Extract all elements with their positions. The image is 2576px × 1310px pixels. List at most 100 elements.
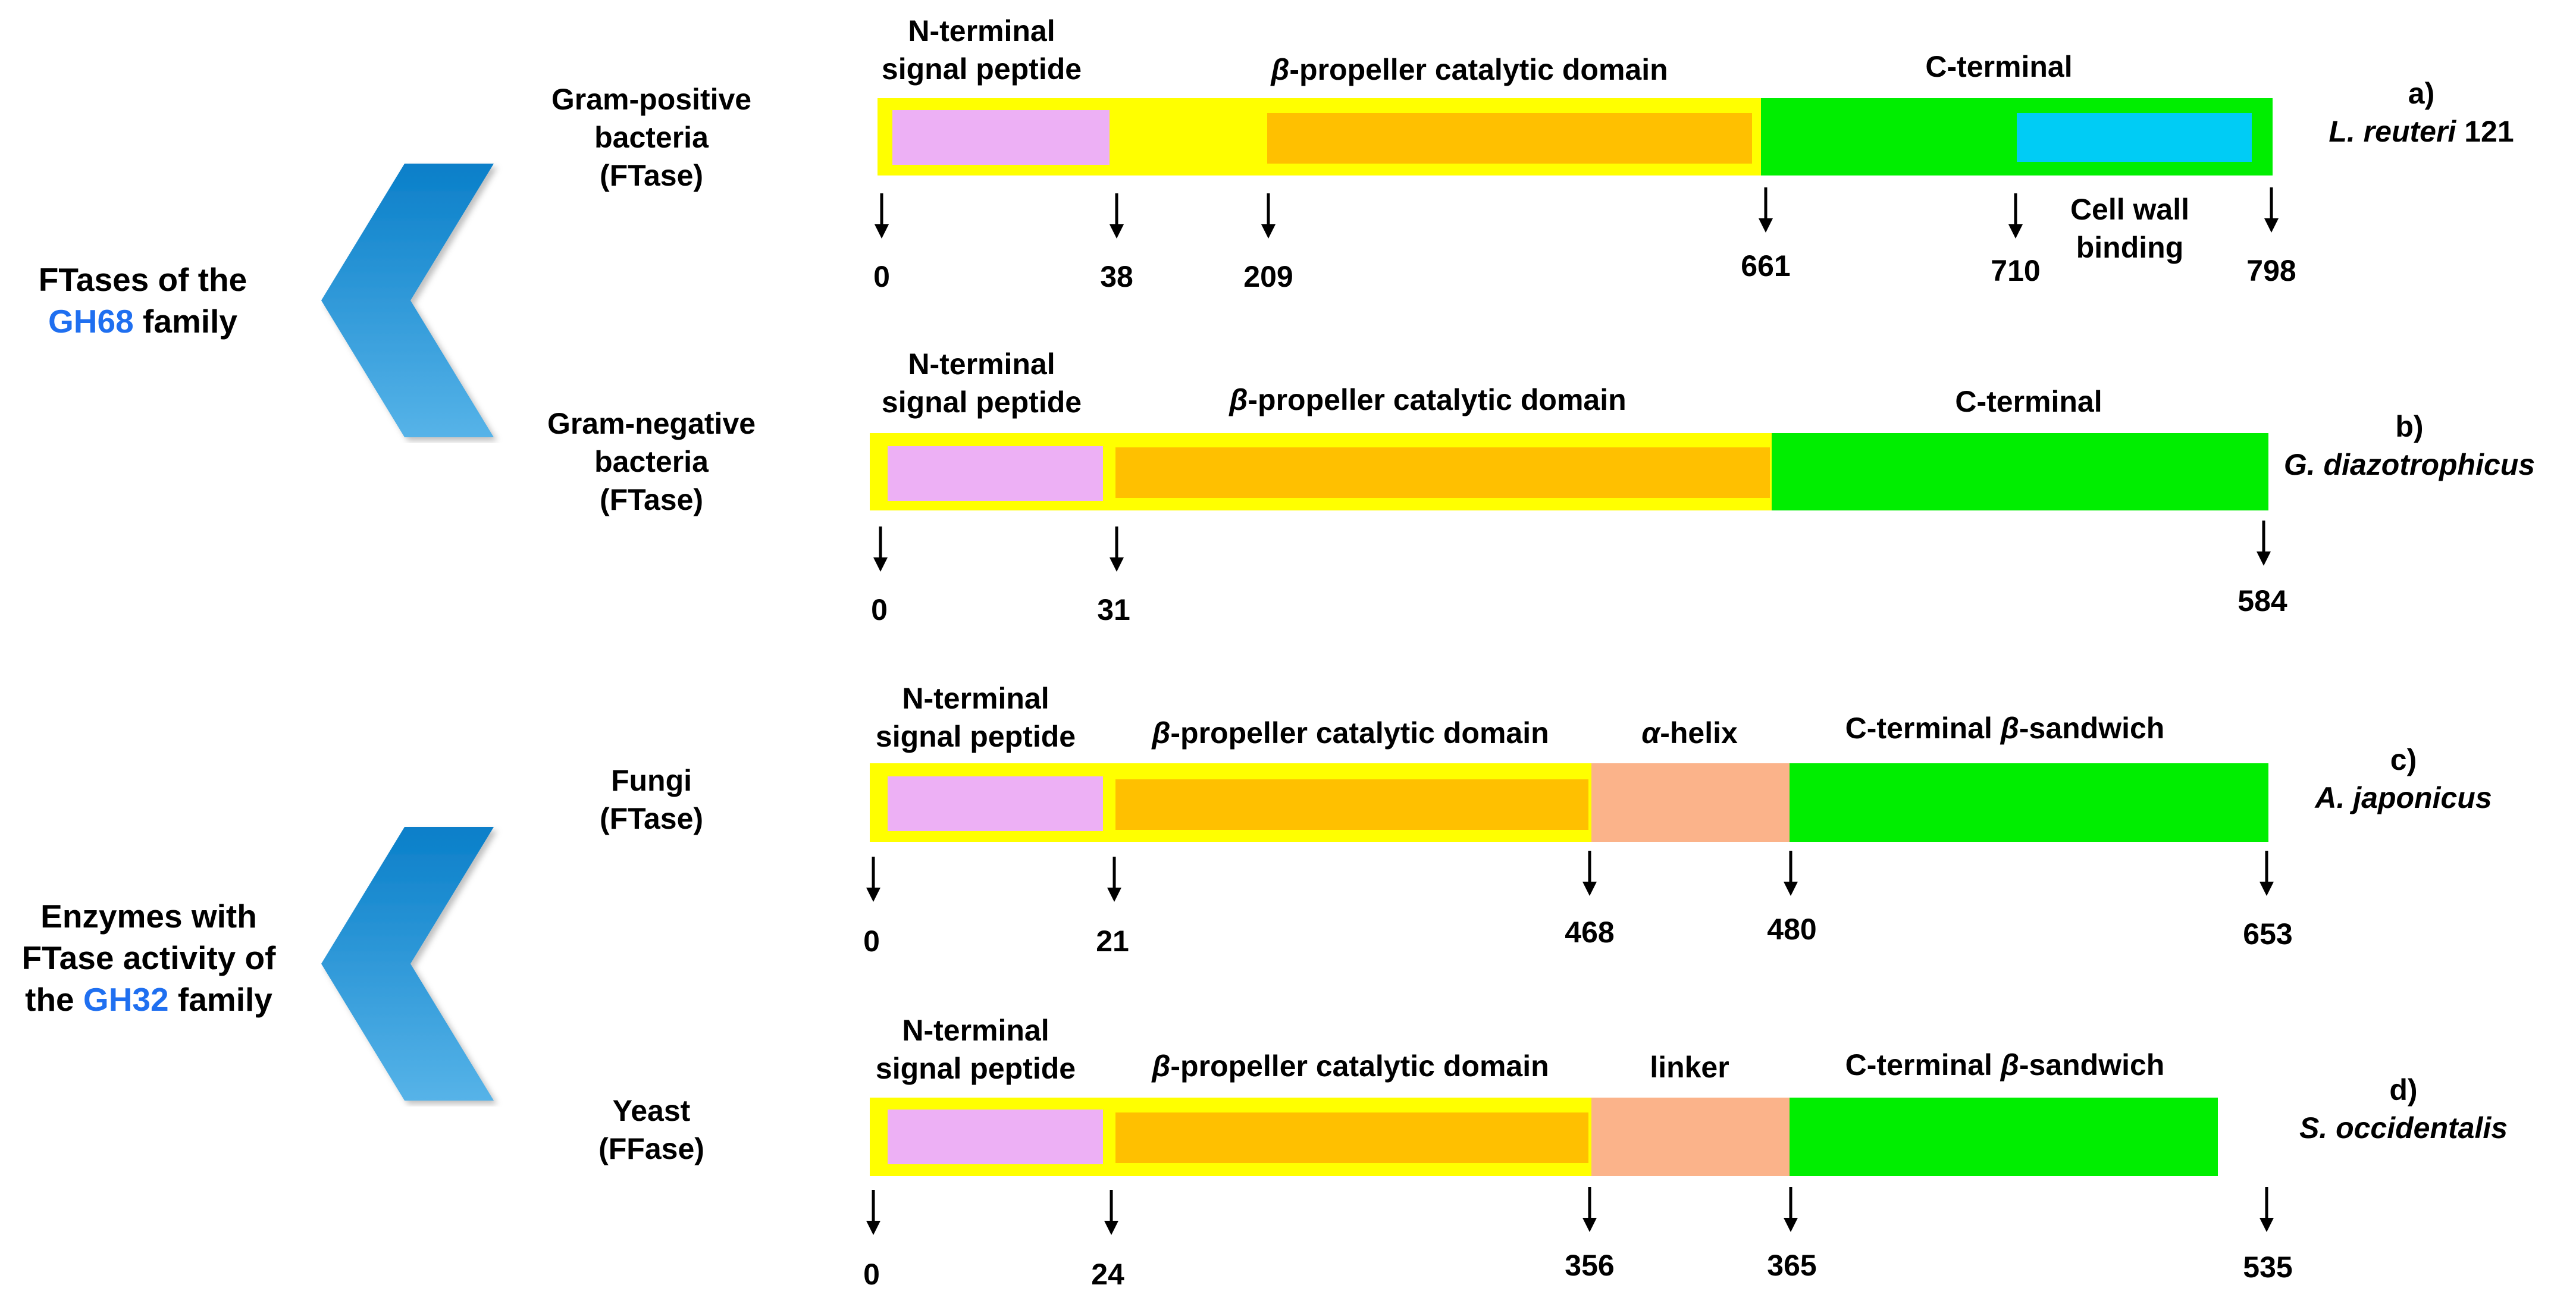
species-italic-a: L. reuteri xyxy=(2329,115,2456,148)
species-label-a: a) L. reuteri 121 xyxy=(2296,74,2546,151)
organism-type-a-line2: bacteria xyxy=(594,121,709,154)
cterm-text-d: C-terminal xyxy=(1845,1048,2001,1082)
family-gh32-the: the xyxy=(25,981,74,1018)
helix-greek-c: α xyxy=(1641,716,1660,750)
species-letter-a: a) xyxy=(2408,77,2435,110)
cterm-greek-c: β xyxy=(2000,712,2019,745)
organism-type-c-line2: (FTase) xyxy=(599,802,704,835)
catalytic-greek-c: β xyxy=(1152,716,1171,750)
arrow-c-21 xyxy=(1107,857,1121,902)
position-c-0: 0 xyxy=(863,924,880,958)
arrow-d-535 xyxy=(2260,1187,2274,1232)
family-gh32-line2: FTase activity of xyxy=(21,939,276,976)
arrow-a-710 xyxy=(2008,193,2023,239)
catalytic-domain-b xyxy=(1115,447,1770,498)
species-letter-c: c) xyxy=(2390,743,2417,776)
cterm-label-b: C-terminal xyxy=(1955,385,2102,418)
species-label-d: d) S. occidentalis xyxy=(2261,1071,2546,1147)
helix-text-c: -helix xyxy=(1660,716,1738,750)
species-italic-d: S. occidentalis xyxy=(2299,1111,2508,1145)
nterm-label-b: N-terminal signal peptide xyxy=(863,345,1101,421)
position-c-468: 468 xyxy=(1565,916,1615,949)
family-gh32-word: family xyxy=(177,981,272,1018)
catalytic-label-d: β-propeller catalytic domain xyxy=(1112,1047,1588,1085)
species-label-c: c) A. japonicus xyxy=(2279,741,2528,817)
position-d-365: 365 xyxy=(1767,1249,1817,1282)
cell-wall-label-a-line1: Cell wall xyxy=(2070,193,2190,226)
nterm-label-c-line2: signal peptide xyxy=(875,720,1076,753)
position-a-798: 798 xyxy=(2246,254,2296,287)
family-gh68-name: GH68 xyxy=(48,303,134,340)
catalytic-text-d: -propeller catalytic domain xyxy=(1170,1049,1549,1083)
species-letter-b: b) xyxy=(2395,410,2424,443)
species-suffix-a: 121 xyxy=(2456,115,2514,148)
catalytic-domain-d xyxy=(1115,1112,1588,1163)
catalytic-text-a: -propeller catalytic domain xyxy=(1289,53,1668,86)
arrow-b-0 xyxy=(873,526,888,572)
arrow-d-24 xyxy=(1104,1190,1118,1235)
position-a-0: 0 xyxy=(873,260,890,293)
arrow-c-653 xyxy=(2260,851,2274,896)
position-d-0: 0 xyxy=(863,1258,880,1291)
arrow-c-480 xyxy=(1784,851,1798,896)
organism-type-d: Yeast (FFase) xyxy=(532,1092,770,1168)
position-b-0: 0 xyxy=(871,593,888,626)
position-c-480: 480 xyxy=(1767,913,1817,946)
family-gh32-name: GH32 xyxy=(83,981,169,1018)
arrow-d-0 xyxy=(866,1190,880,1235)
catalytic-text-b: -propeller catalytic domain xyxy=(1248,383,1627,416)
nterm-label-a: N-terminal signal peptide xyxy=(863,12,1101,88)
nterm-label-d-line1: N-terminal xyxy=(902,1014,1049,1047)
arrow-a-209 xyxy=(1261,193,1276,239)
species-italic-c: A. japonicus xyxy=(2315,781,2492,814)
nterm-label-b-line1: N-terminal xyxy=(908,347,1055,381)
position-a-710: 710 xyxy=(1991,254,2041,287)
species-letter-d: d) xyxy=(2389,1073,2418,1107)
cterm-greek-d: β xyxy=(2000,1048,2019,1082)
organism-type-a-line1: Gram-positive xyxy=(551,83,752,116)
position-d-24: 24 xyxy=(1091,1258,1124,1291)
family-gh32-line3: the GH32 family xyxy=(12,979,286,1020)
cell-wall-binding-a xyxy=(2017,113,2252,162)
cterminal-c xyxy=(1790,763,2268,842)
catalytic-label-b: β-propeller catalytic domain xyxy=(1190,381,1666,419)
catalytic-greek-d: β xyxy=(1152,1049,1171,1083)
family-gh68-word: family xyxy=(143,303,237,340)
family-gh68-line1: FTases of the xyxy=(38,261,247,298)
cterminal-d xyxy=(1790,1098,2218,1176)
arrow-c-468 xyxy=(1582,851,1597,896)
family-gh68-line2: GH68 family xyxy=(24,300,262,342)
catalytic-greek-b: β xyxy=(1229,383,1248,416)
position-a-661: 661 xyxy=(1741,249,1791,283)
position-a-38: 38 xyxy=(1100,260,1133,293)
catalytic-domain-a xyxy=(1267,113,1752,164)
arrow-b-584 xyxy=(2257,521,2271,566)
cterm-suffix-d: -sandwich xyxy=(2019,1048,2165,1082)
cterm-label-c: C-terminal β-sandwich xyxy=(1797,709,2213,747)
organism-type-b-line2: bacteria xyxy=(594,445,709,478)
linker-d xyxy=(1591,1098,1791,1176)
cell-wall-label-a-line2: binding xyxy=(2076,231,2184,264)
nterm-label-b-line2: signal peptide xyxy=(881,386,1082,419)
arrow-d-365 xyxy=(1784,1187,1798,1232)
organism-type-d-line2: (FFase) xyxy=(598,1132,704,1165)
catalytic-greek-a: β xyxy=(1271,53,1290,86)
family-label-gh32: Enzymes with FTase activity of the GH32 … xyxy=(12,895,286,1020)
family-label-gh68: FTases of the GH68 family xyxy=(24,259,262,342)
nterm-label-d: N-terminal signal peptide xyxy=(857,1011,1095,1088)
signal-peptide-b xyxy=(888,446,1103,501)
species-label-b: b) G. diazotrophicus xyxy=(2255,408,2564,484)
organism-type-a: Gram-positive bacteria (FTase) xyxy=(532,80,770,195)
nterm-label-c: N-terminal signal peptide xyxy=(857,679,1095,756)
chevron-gh68 xyxy=(321,164,494,437)
catalytic-label-a: β-propeller catalytic domain xyxy=(1231,51,1707,89)
position-b-31: 31 xyxy=(1097,593,1130,626)
catalytic-label-c: β-propeller catalytic domain xyxy=(1112,714,1588,752)
family-gh32-line1: Enzymes with xyxy=(40,898,257,935)
position-c-653: 653 xyxy=(2243,917,2293,951)
cell-wall-label-a: Cell wall binding xyxy=(2011,190,2249,267)
species-name-d: S. occidentalis xyxy=(2261,1109,2546,1147)
organism-type-a-line3: (FTase) xyxy=(599,159,704,192)
species-name-c: A. japonicus xyxy=(2279,779,2528,817)
position-b-584: 584 xyxy=(2237,584,2287,618)
